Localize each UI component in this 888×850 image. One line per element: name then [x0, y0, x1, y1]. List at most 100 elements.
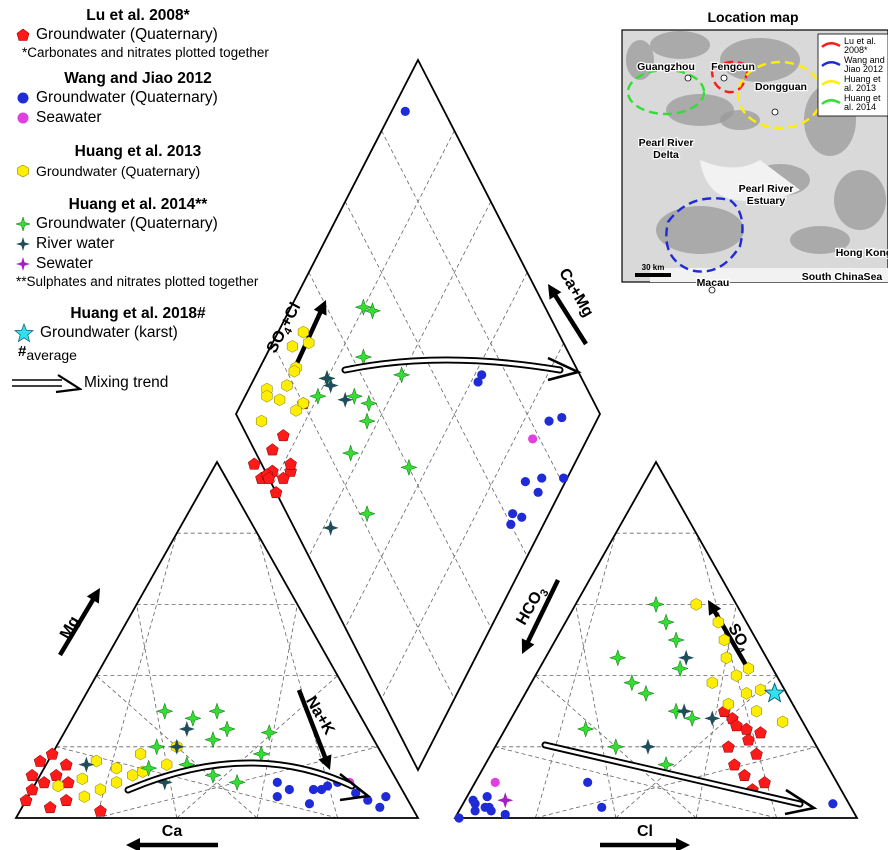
inset-key-label: Huang et — [844, 74, 881, 84]
legend-wang-gw-label: Groundwater (Quaternary) — [36, 89, 218, 106]
cation-point — [322, 781, 333, 791]
diamond-point — [297, 397, 309, 410]
diamond-gridline — [308, 272, 492, 628]
inset-key-box — [817, 33, 888, 117]
diamond-mixing-arrow-head — [547, 356, 582, 382]
terrain-shading — [656, 206, 744, 254]
cation-point — [33, 754, 47, 767]
legend-h14-title: Huang et al. 2014** — [68, 196, 208, 213]
so4-axis-arrow-head — [708, 600, 722, 616]
cation-point — [94, 804, 107, 817]
legend-h14-river: River water — [16, 234, 284, 254]
anion-triangle-gridline — [535, 746, 817, 819]
inset-key-line — [821, 42, 841, 48]
inset-key-line — [821, 61, 841, 67]
place-pearl-river-estuary: Pearl River — [739, 183, 794, 195]
anion-point — [712, 615, 724, 629]
hco3-axis-arrow — [524, 579, 561, 646]
legend-wang-sea: Seawater — [16, 108, 284, 128]
anion-point — [730, 669, 742, 682]
cation-point — [25, 768, 39, 782]
diamond-point — [337, 391, 354, 408]
cation-mixing-arrow-head — [339, 772, 372, 802]
mg-axis-arrow — [58, 595, 97, 657]
terrain-shading — [666, 94, 734, 126]
cation-triangle-gridline — [96, 533, 178, 819]
cation-point — [90, 754, 102, 768]
anion-point — [690, 598, 702, 611]
anion-point — [671, 659, 689, 678]
diamond-point — [341, 444, 360, 462]
diamond-point — [262, 471, 276, 484]
cation-point — [135, 747, 147, 761]
diamond-gridline — [272, 343, 455, 699]
anion-point — [609, 649, 627, 667]
cation-point — [272, 792, 282, 802]
cation-point — [178, 721, 195, 737]
cation-point — [139, 759, 158, 777]
diamond-point — [309, 387, 327, 405]
cation-point — [161, 758, 173, 771]
diamond-point — [269, 486, 283, 499]
anion-point — [454, 813, 464, 823]
terrain-shading — [626, 40, 654, 80]
mg-axis-label: Mg — [57, 613, 83, 642]
diamond-point — [277, 471, 290, 484]
place-guangzhou: Guangzhou — [637, 61, 695, 73]
anion-point — [828, 799, 838, 809]
legend-wang-sea-label: Seawater — [36, 109, 102, 126]
diamond-point — [533, 487, 543, 497]
diamond-gridline — [344, 201, 528, 557]
cation-point — [37, 776, 51, 789]
place-south-china-sea: South ChinaSea — [802, 271, 883, 283]
anion-point — [597, 802, 607, 812]
cation-point — [127, 768, 139, 782]
diamond-point — [473, 377, 483, 387]
legend-mixing-label: Mixing trend — [84, 374, 169, 391]
anion-point — [738, 768, 751, 782]
cation-point — [45, 747, 59, 760]
diamond-point — [255, 414, 268, 428]
diamond-point — [319, 370, 335, 387]
scale-bar — [635, 273, 671, 277]
legend-lu-gw-label: Groundwater (Quaternary) — [36, 26, 218, 43]
city-dot — [771, 108, 779, 116]
cation-triangle-gridline — [176, 675, 338, 819]
anion-point — [497, 792, 514, 809]
legend-h13-gw-label: Groundwater (Quaternary) — [36, 163, 201, 179]
diamond-point — [281, 379, 293, 392]
cation-point — [43, 801, 57, 814]
cation-point — [110, 761, 123, 775]
anion-point — [718, 633, 730, 647]
place-macau: Macau — [697, 277, 730, 289]
diamond-point — [517, 512, 527, 522]
cation-point — [52, 779, 64, 793]
diamond-point — [400, 458, 418, 477]
cation-point — [168, 738, 185, 755]
place-pearl-river-estuary: Estuary — [747, 195, 786, 207]
legend: Lu et al. 2008* Groundwater (Quaternary)… — [4, 6, 284, 394]
ca-axis-arrow-head — [126, 838, 140, 850]
inset-key-label: al. 2013 — [844, 83, 876, 93]
city-dot — [684, 74, 692, 82]
diamond-point — [544, 416, 554, 426]
anion-point — [720, 651, 732, 665]
camg-axis-arrow — [551, 291, 588, 346]
cation-point — [61, 776, 75, 789]
cation-point — [308, 784, 319, 795]
anion-point — [754, 683, 767, 697]
anion-mixing-arrow-inner — [543, 743, 802, 806]
inset-map-title: Location map — [707, 9, 798, 25]
cation-point — [272, 777, 282, 788]
city-dot — [720, 74, 728, 82]
anion-point — [758, 776, 771, 789]
cation-triangle-gridline — [256, 604, 298, 819]
purple-star-icon — [16, 257, 30, 271]
nak-axis-arrow — [296, 689, 329, 762]
terrain-shading — [720, 38, 800, 82]
anion-point — [623, 673, 641, 692]
cation-point — [304, 799, 315, 809]
yellow-hexagon-icon — [17, 164, 29, 178]
place-hong-kong: Hong Kong — [836, 247, 888, 259]
cation-point — [228, 773, 246, 792]
